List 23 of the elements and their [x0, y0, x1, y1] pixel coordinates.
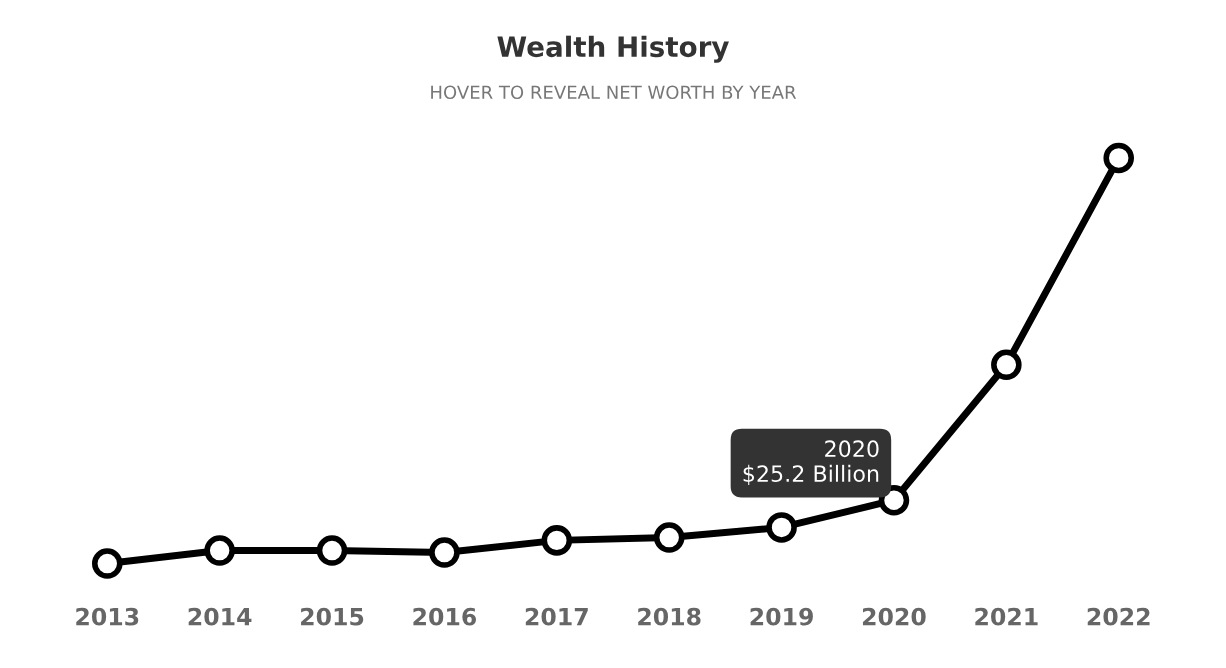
- x-tick-label: 2013: [76, 607, 139, 626]
- point: [204, 535, 235, 566]
- x-tick-label: 2014: [188, 607, 252, 626]
- point: [92, 548, 123, 579]
- point: [766, 512, 797, 543]
- point: [653, 522, 685, 553]
- point: [429, 537, 460, 568]
- point: [1103, 142, 1135, 174]
- x-tick-label: 2018: [638, 607, 701, 626]
- x-tick-label: 2015: [301, 607, 364, 626]
- x-tick-label: 2019: [750, 607, 813, 626]
- annotation: 2020 $25.2 Billion: [743, 440, 879, 485]
- x-tick-label: 2020: [862, 607, 926, 626]
- chart-title: Wealth History: [497, 35, 729, 63]
- point: [878, 484, 910, 516]
- x-tick-label: 2021: [975, 607, 1038, 626]
- chart-subtitle: HOVER TO REVEAL NET WORTH BY YEAR: [431, 85, 797, 100]
- point: [991, 349, 1022, 381]
- point: [541, 525, 573, 556]
- x-tick-label: 2022: [1087, 607, 1150, 626]
- x-tick-label: 2017: [525, 607, 588, 626]
- point: [316, 535, 348, 566]
- x-tick-label: 2016: [413, 607, 477, 626]
